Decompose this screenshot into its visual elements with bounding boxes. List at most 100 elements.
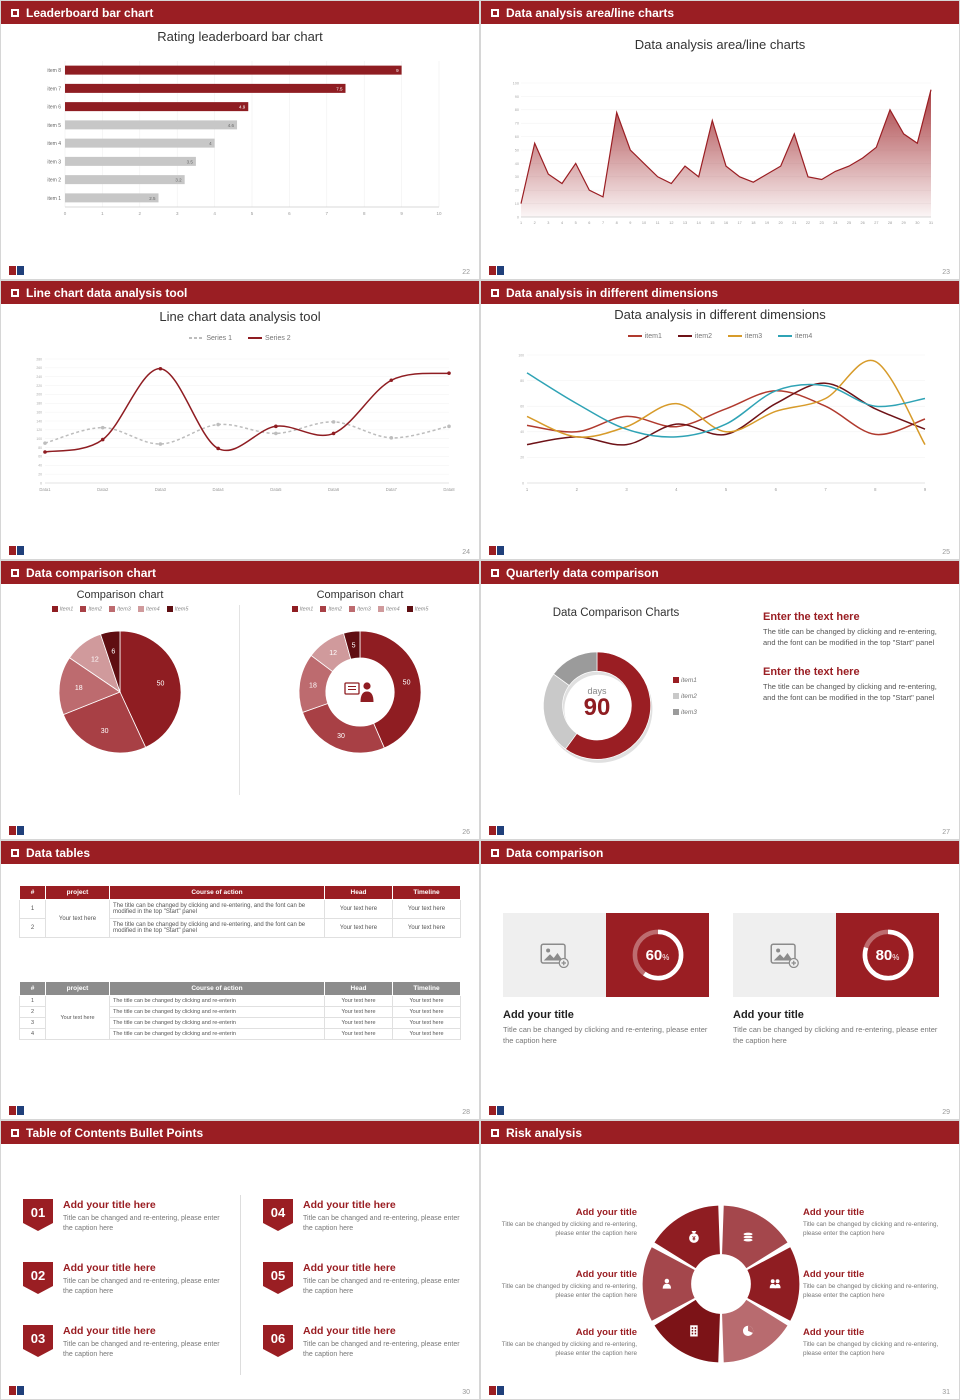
- svg-text:60: 60: [520, 405, 524, 409]
- risk-block: Add your title Title can be changed by cl…: [803, 1269, 951, 1301]
- svg-text:160: 160: [36, 410, 42, 414]
- slide-quarterly-data-comparison[interactable]: Quarterly data comparison Data Compariso…: [480, 560, 960, 840]
- slide-header: Data comparison chart: [1, 561, 479, 584]
- slide-data-tables[interactable]: Data tables # project Course of action H…: [0, 840, 480, 1120]
- slide-line-chart-tool[interactable]: Line chart data analysis tool Line chart…: [0, 280, 480, 560]
- svg-text:item 4: item 4: [47, 141, 61, 147]
- item1-marker-icon: [627, 335, 642, 338]
- svg-text:1: 1: [101, 211, 104, 216]
- svg-text:17: 17: [738, 221, 742, 225]
- table-header-cell: Course of action: [109, 885, 325, 900]
- svg-text:9: 9: [400, 211, 403, 216]
- toc-item[interactable]: 06 Add your title here Title can be chang…: [263, 1325, 463, 1360]
- legend-item: item1: [673, 677, 697, 684]
- risk-block: Add your title Title can be changed by cl…: [803, 1327, 951, 1359]
- slide-data-comparison[interactable]: Data comparison 60% Add your title Title…: [480, 840, 960, 1120]
- svg-text:6: 6: [775, 487, 778, 492]
- card-banner: 80%: [733, 913, 939, 997]
- data-table-gray: # project Course of action Head Timeline…: [19, 981, 461, 1040]
- svg-text:260: 260: [36, 366, 42, 370]
- page-number: 24: [462, 549, 470, 556]
- svg-text:140: 140: [36, 419, 42, 423]
- slide-data-comparison-chart[interactable]: Data comparison chart Comparison chart I…: [0, 560, 480, 840]
- toc-item[interactable]: 01 Add your title here Title can be chang…: [23, 1199, 223, 1234]
- svg-text:item 2: item 2: [47, 178, 61, 184]
- risk-block-caption: Title can be changed by clicking and re-…: [501, 1341, 637, 1357]
- toc-number-badge: 04: [263, 1199, 293, 1231]
- legend-label: item2: [681, 693, 697, 700]
- risk-block-title: Add your title: [803, 1327, 865, 1338]
- svg-text:18: 18: [751, 221, 755, 225]
- table-cell: Your text here: [324, 995, 393, 1007]
- table-cell: 4: [19, 1028, 46, 1040]
- toc-item[interactable]: 04 Add your title here Title can be chang…: [263, 1199, 463, 1234]
- svg-text:100: 100: [36, 437, 42, 441]
- svg-text:50: 50: [157, 681, 165, 688]
- legend-item: Item1: [291, 606, 314, 613]
- text-block-heading: Enter the text here: [763, 666, 860, 678]
- svg-text:50: 50: [515, 148, 519, 152]
- svg-text:10: 10: [436, 211, 442, 216]
- svg-text:Data8: Data8: [443, 487, 455, 492]
- text-block-heading: Enter the text here: [763, 611, 860, 623]
- toc-item[interactable]: 02 Add your title here Title can be chang…: [23, 1262, 223, 1297]
- slide-header: Line chart data analysis tool: [1, 281, 479, 304]
- progress-label: 60%: [606, 913, 709, 997]
- legend-label: Item1: [299, 606, 314, 613]
- slide-multi-dimension-lines[interactable]: Data analysis in different dimensions Da…: [480, 280, 960, 560]
- svg-text:3.5: 3.5: [187, 159, 194, 164]
- svg-text:18: 18: [75, 685, 83, 692]
- header-bullet-icon: [11, 1128, 19, 1137]
- svg-text:26: 26: [861, 221, 865, 225]
- svg-text:6: 6: [288, 211, 291, 216]
- legend-label: Item2: [88, 606, 103, 613]
- toc-item[interactable]: 03 Add your title here Title can be chang…: [23, 1325, 223, 1360]
- svg-text:100: 100: [513, 81, 519, 85]
- item1-swatch-icon: [51, 606, 58, 612]
- legend-label: item1: [681, 677, 697, 684]
- slide-header-title: Data comparison: [506, 845, 604, 860]
- slide-header-title: Quarterly data comparison: [506, 565, 659, 580]
- svg-text:40: 40: [38, 464, 42, 468]
- page-number: 25: [942, 549, 950, 556]
- svg-text:24: 24: [833, 221, 837, 225]
- legend-item: Item3: [349, 606, 371, 612]
- svg-text:12: 12: [329, 651, 337, 658]
- table-cell: The title can be changed by clicking and…: [109, 918, 325, 938]
- risk-block-title: Add your title: [575, 1207, 637, 1218]
- svg-text:3: 3: [176, 211, 179, 216]
- legend-label: Item3: [117, 606, 131, 613]
- chart-title: Rating leaderboard bar chart: [157, 29, 323, 44]
- svg-text:15: 15: [710, 221, 714, 225]
- svg-text:90: 90: [515, 95, 519, 99]
- svg-text:30: 30: [915, 221, 919, 225]
- svg-text:280: 280: [36, 357, 42, 361]
- legend-item: item3: [673, 709, 697, 716]
- chart-legend: Series 1 Series 2: [1, 335, 479, 342]
- legend-label: Item2: [328, 606, 343, 613]
- slide-toc-bullet-points[interactable]: Table of Contents Bullet Points 01 Add y…: [0, 1120, 480, 1400]
- table-cell: 1: [19, 899, 46, 919]
- table-cell: Your text here: [45, 899, 110, 938]
- slide-header-title: Data analysis area/line charts: [506, 5, 675, 20]
- toc-item[interactable]: 05 Add your title here Title can be chang…: [263, 1262, 463, 1297]
- footer-logo: [489, 544, 505, 555]
- slide-risk-analysis[interactable]: Risk analysis ¥ Add your title Title can …: [480, 1120, 960, 1400]
- risk-block-caption: Title can be changed by clicking and re-…: [501, 1221, 637, 1237]
- svg-text:4: 4: [209, 141, 212, 146]
- risk-block: Add your title Title can be changed by cl…: [489, 1207, 637, 1239]
- slide-leaderboard-bar-chart[interactable]: Leaderboard bar chart Rating leaderboard…: [0, 0, 480, 280]
- svg-text:3: 3: [625, 487, 628, 492]
- svg-text:item 5: item 5: [47, 123, 61, 129]
- svg-text:14: 14: [697, 221, 701, 225]
- toc-number: 05: [270, 1268, 286, 1283]
- chart-title: Line chart data analysis tool: [159, 309, 321, 324]
- slide-area-line-charts[interactable]: Data analysis area/line charts Data anal…: [480, 0, 960, 280]
- svg-text:6: 6: [111, 649, 115, 656]
- slide-header-title: Leaderboard bar chart: [26, 5, 154, 20]
- svg-text:7: 7: [326, 211, 329, 216]
- progress-value: 60: [645, 946, 663, 964]
- svg-text:item 8: item 8: [47, 68, 61, 74]
- text-block-body: The title can be changed by clicking and…: [763, 627, 937, 647]
- svg-text:4: 4: [213, 211, 216, 216]
